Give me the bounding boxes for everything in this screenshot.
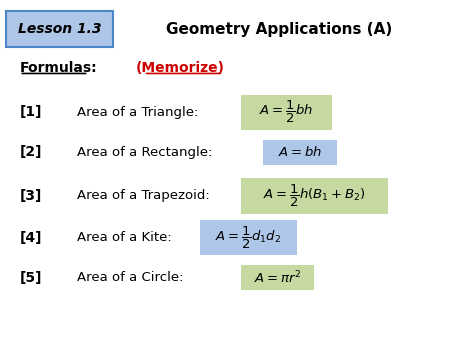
Text: Area of a Triangle:: Area of a Triangle: [77, 105, 199, 119]
Text: Area of a Circle:: Area of a Circle: [77, 271, 184, 285]
Text: $A = \dfrac{1}{2}h(B_1 + B_2)$: $A = \dfrac{1}{2}h(B_1 + B_2)$ [263, 183, 366, 209]
Text: (Memorize): (Memorize) [135, 62, 225, 75]
FancyBboxPatch shape [241, 265, 315, 290]
Text: Area of a Rectangle:: Area of a Rectangle: [77, 146, 213, 159]
FancyBboxPatch shape [6, 11, 113, 47]
Text: [2]: [2] [19, 145, 42, 159]
Text: $A = \dfrac{1}{2}d_1d_2$: $A = \dfrac{1}{2}d_1d_2$ [216, 225, 282, 251]
Text: [4]: [4] [19, 231, 42, 245]
Text: Formulas:: Formulas: [19, 62, 97, 75]
Text: Geometry Applications (A): Geometry Applications (A) [166, 22, 392, 37]
Text: $A = \dfrac{1}{2}bh$: $A = \dfrac{1}{2}bh$ [260, 99, 314, 125]
FancyBboxPatch shape [200, 220, 297, 256]
FancyBboxPatch shape [241, 95, 333, 130]
Text: Area of a Kite:: Area of a Kite: [77, 231, 172, 244]
Text: [1]: [1] [19, 105, 42, 119]
FancyBboxPatch shape [263, 140, 337, 165]
FancyBboxPatch shape [241, 178, 388, 214]
Text: [3]: [3] [19, 189, 42, 203]
Text: $A = bh$: $A = bh$ [278, 145, 322, 159]
Text: Lesson 1.3: Lesson 1.3 [18, 22, 101, 36]
Text: [5]: [5] [19, 271, 42, 285]
Text: $A = \pi r^2$: $A = \pi r^2$ [254, 270, 301, 286]
Text: Area of a Trapezoid:: Area of a Trapezoid: [77, 189, 210, 202]
